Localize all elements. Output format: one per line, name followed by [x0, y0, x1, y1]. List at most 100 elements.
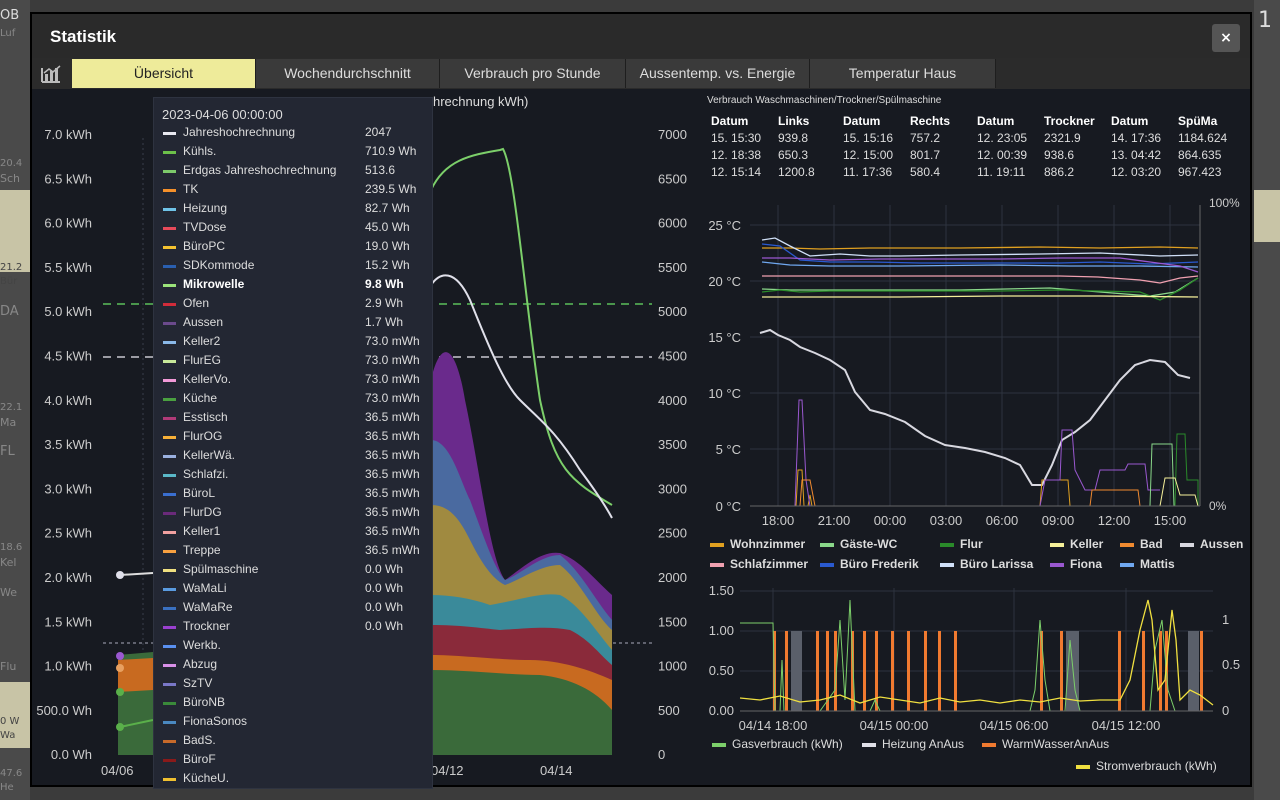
tab-uebersicht[interactable]: Übersicht [72, 59, 256, 88]
tooltip-series-name: SzTV [183, 676, 213, 690]
tooltip-series-name: Keller1 [183, 524, 221, 538]
legend-swatch [163, 740, 176, 743]
legend-label: Keller [1070, 537, 1104, 551]
legend-item[interactable]: Stromverbrauch (kWh) [1076, 759, 1217, 773]
tooltip-row: Jahreshochrechnung 2047 [154, 124, 432, 143]
energy-chart[interactable]: hrechnung kWh) 7.0 kWh 6.5 kWh 6.0 kWh 5.5 … [30, 88, 700, 788]
tooltip-row: FionaSonos [154, 713, 432, 732]
data-point [116, 664, 124, 672]
x-tick: 00:00 [874, 513, 907, 528]
line-wohnzimmer [762, 246, 1199, 250]
close-button[interactable]: × [1212, 24, 1240, 52]
legend-item[interactable]: Fiona [1050, 557, 1102, 571]
legend-item[interactable]: Gasverbrauch (kWh) [712, 737, 843, 751]
legend-item[interactable]: Bad [1120, 537, 1163, 551]
tooltip-row: FlurEG 73.0 mWh [154, 352, 432, 371]
background-left-strip: OB Luf 20.4 Sch 21.2 Bür DA 22.1 Ma FL 1… [0, 0, 30, 800]
table-cell: 12. 00:39 [977, 147, 1028, 162]
bg-label: He [0, 782, 14, 793]
legend-swatch [163, 189, 176, 192]
tooltip-series-value: 2.9 Wh [365, 296, 404, 310]
washer-table: Datum Links Datum Rechts Datum Trockner … [704, 112, 1238, 180]
tooltip-row: Mikrowelle 9.8 Wh [154, 276, 432, 295]
line-aussen [759, 328, 1191, 486]
legend-swatch [163, 170, 176, 173]
tab-aussentemp-vs-energie[interactable]: Aussentemp. vs. Energie [626, 59, 810, 88]
bg-label: Flu [0, 660, 17, 673]
legend-label: Schlafzimmer [730, 557, 809, 571]
legend-item[interactable]: Keller [1050, 537, 1103, 551]
gas-chart[interactable]: 1.50 1.00 0.50 0.00 1 0.5 0 04/14 18:00 … [700, 580, 1250, 730]
column-header: Datum [977, 113, 1015, 128]
tooltip-row: Esstisch 36.5 mWh [154, 409, 432, 428]
table-row: 15. 15:30 939.8 15. 15:16 757.2 12. 23:05 232… [704, 129, 1238, 146]
legend-item[interactable]: Flur [940, 537, 983, 551]
tooltip-series-name: BadS. [183, 733, 216, 747]
table-cell: 12. 03:20 [1111, 164, 1162, 179]
legend-label: Fiona [1070, 557, 1102, 571]
y-tick: 3.5 kWh [44, 437, 92, 452]
tab-wochendurchschnitt[interactable]: Wochendurchschnitt [256, 59, 440, 88]
chart-icon[interactable] [40, 64, 62, 84]
gas-legend: Gasverbrauch (kWh) Heizung AnAus WarmWasse… [700, 737, 1250, 781]
table-cell: 939.8 [778, 130, 809, 145]
bg-label: 18.6 [0, 542, 23, 553]
chart-tooltip: 2023-04-06 00:00:00 Jahreshochrechnung 20… [153, 97, 433, 789]
legend-item[interactable]: Aussen [1180, 537, 1243, 551]
tooltip-series-name: Erdgas Jahreshochrechnung [183, 163, 337, 177]
legend-item[interactable]: Büro Frederik [820, 557, 919, 571]
y-tick-right: 2500 [658, 526, 687, 541]
legend-swatch [163, 474, 176, 477]
y-tick-right: 3000 [658, 481, 687, 496]
line-total-projection [119, 572, 154, 576]
tooltip-series-value: 0.0 Wh [365, 581, 404, 595]
room-lines [761, 237, 1199, 301]
tooltip-series-name: Aussen [183, 315, 224, 329]
line-flur [761, 277, 1199, 301]
y-tick-right: 0 [658, 747, 665, 762]
tooltip-series-value: 73.0 mWh [365, 391, 420, 405]
bg-label: Kel [0, 556, 17, 569]
legend-swatch [163, 284, 176, 287]
line-gaeste-wc [761, 277, 1199, 297]
legend-item[interactable]: Gäste-WC [820, 537, 897, 551]
table-cell: 757.2 [910, 130, 941, 145]
legend-item[interactable]: Heizung AnAus [862, 737, 964, 751]
legend-item[interactable]: Büro Larissa [940, 557, 1033, 571]
bg-tile [0, 190, 30, 272]
y-tick-right: 6500 [658, 171, 687, 186]
legend-swatch [1180, 542, 1194, 547]
legend-swatch [163, 702, 176, 705]
table-cell: 13. 04:42 [1111, 147, 1162, 162]
table-cell: 15. 15:16 [843, 130, 894, 145]
legend-swatch [163, 607, 176, 610]
tooltip-series-name: WaMaRe [183, 600, 233, 614]
legend-swatch [1050, 542, 1064, 547]
legend-item[interactable]: Schlafzimmer [710, 557, 808, 571]
legend-item[interactable]: WarmWasserAnAus [982, 737, 1109, 751]
tab-temperatur-haus[interactable]: Temperatur Haus [810, 59, 996, 88]
legend-swatch [163, 493, 176, 496]
legend-item[interactable]: Mattis [1120, 557, 1175, 571]
legend-swatch [163, 341, 176, 344]
area-series [431, 670, 612, 755]
temperature-chart[interactable]: 25 °C 20 °C 15 °C 10 °C 5 °C 0 °C 100% 0… [700, 190, 1250, 580]
legend-swatch [163, 645, 176, 648]
legend-swatch [163, 588, 176, 591]
tooltip-series-name: FlurEG [183, 353, 222, 367]
area-series [118, 658, 153, 692]
tooltip-series-name: KücheU. [183, 771, 230, 785]
legend-item[interactable]: Wohnzimmer [710, 537, 805, 551]
tooltip-series-name: Kühls. [183, 144, 217, 158]
bg-label: 1 [1258, 8, 1272, 33]
tooltip-row: SDKommode 15.2 Wh [154, 257, 432, 276]
legend-label: Büro Larissa [960, 557, 1034, 571]
table-cell: 886.2 [1044, 164, 1075, 179]
legend-swatch [862, 742, 876, 747]
bg-label: 47.6 [0, 768, 23, 779]
tooltip-series-name: FionaSonos [183, 714, 248, 728]
legend-label: Bad [1140, 537, 1163, 551]
tab-verbrauch-pro-stunde[interactable]: Verbrauch pro Stunde [440, 59, 626, 88]
bg-label: 22.1 [0, 402, 23, 413]
legend-swatch [712, 742, 726, 747]
